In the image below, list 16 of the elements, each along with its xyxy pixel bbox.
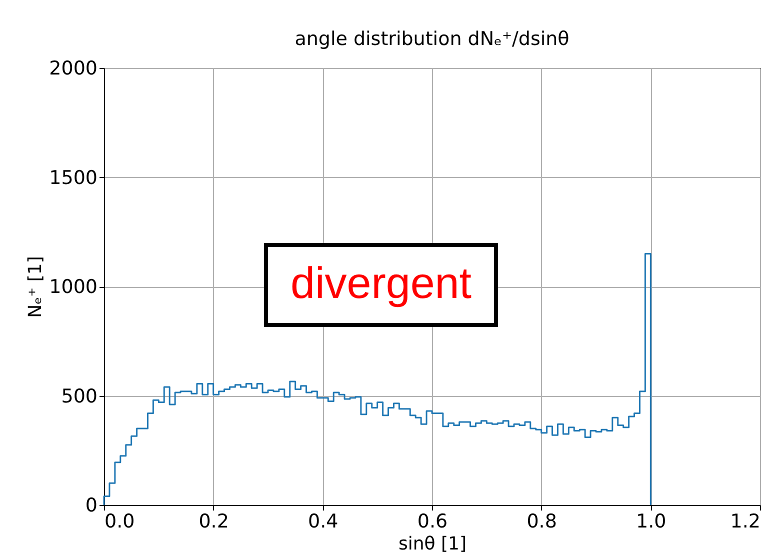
x-tick-label: 0.6 (417, 510, 448, 532)
x-tick-label: 1.0 (636, 510, 666, 532)
x-tick-label: 0.0 (104, 510, 135, 532)
x-tick-label: 0.4 (308, 510, 338, 532)
y-tick-label: 2000 (49, 58, 98, 80)
annotation: divergent (290, 259, 472, 308)
y-tick-label: 1000 (49, 276, 98, 298)
y-tick-label: 1500 (49, 166, 98, 189)
x-tick-label: 1.2 (730, 510, 760, 532)
chart-title: angle distribution dNₑ⁺/dsinθ (294, 28, 570, 50)
x-tick-label: 0.8 (526, 510, 557, 532)
y-axis-title: Nₑ⁺ [1] (25, 256, 46, 318)
x-axis-title: sinθ [1] (398, 534, 467, 554)
y-tick-label: 500 (61, 385, 98, 408)
y-tick-label: 0 (85, 494, 98, 516)
x-tick-label: 0.2 (198, 510, 229, 532)
